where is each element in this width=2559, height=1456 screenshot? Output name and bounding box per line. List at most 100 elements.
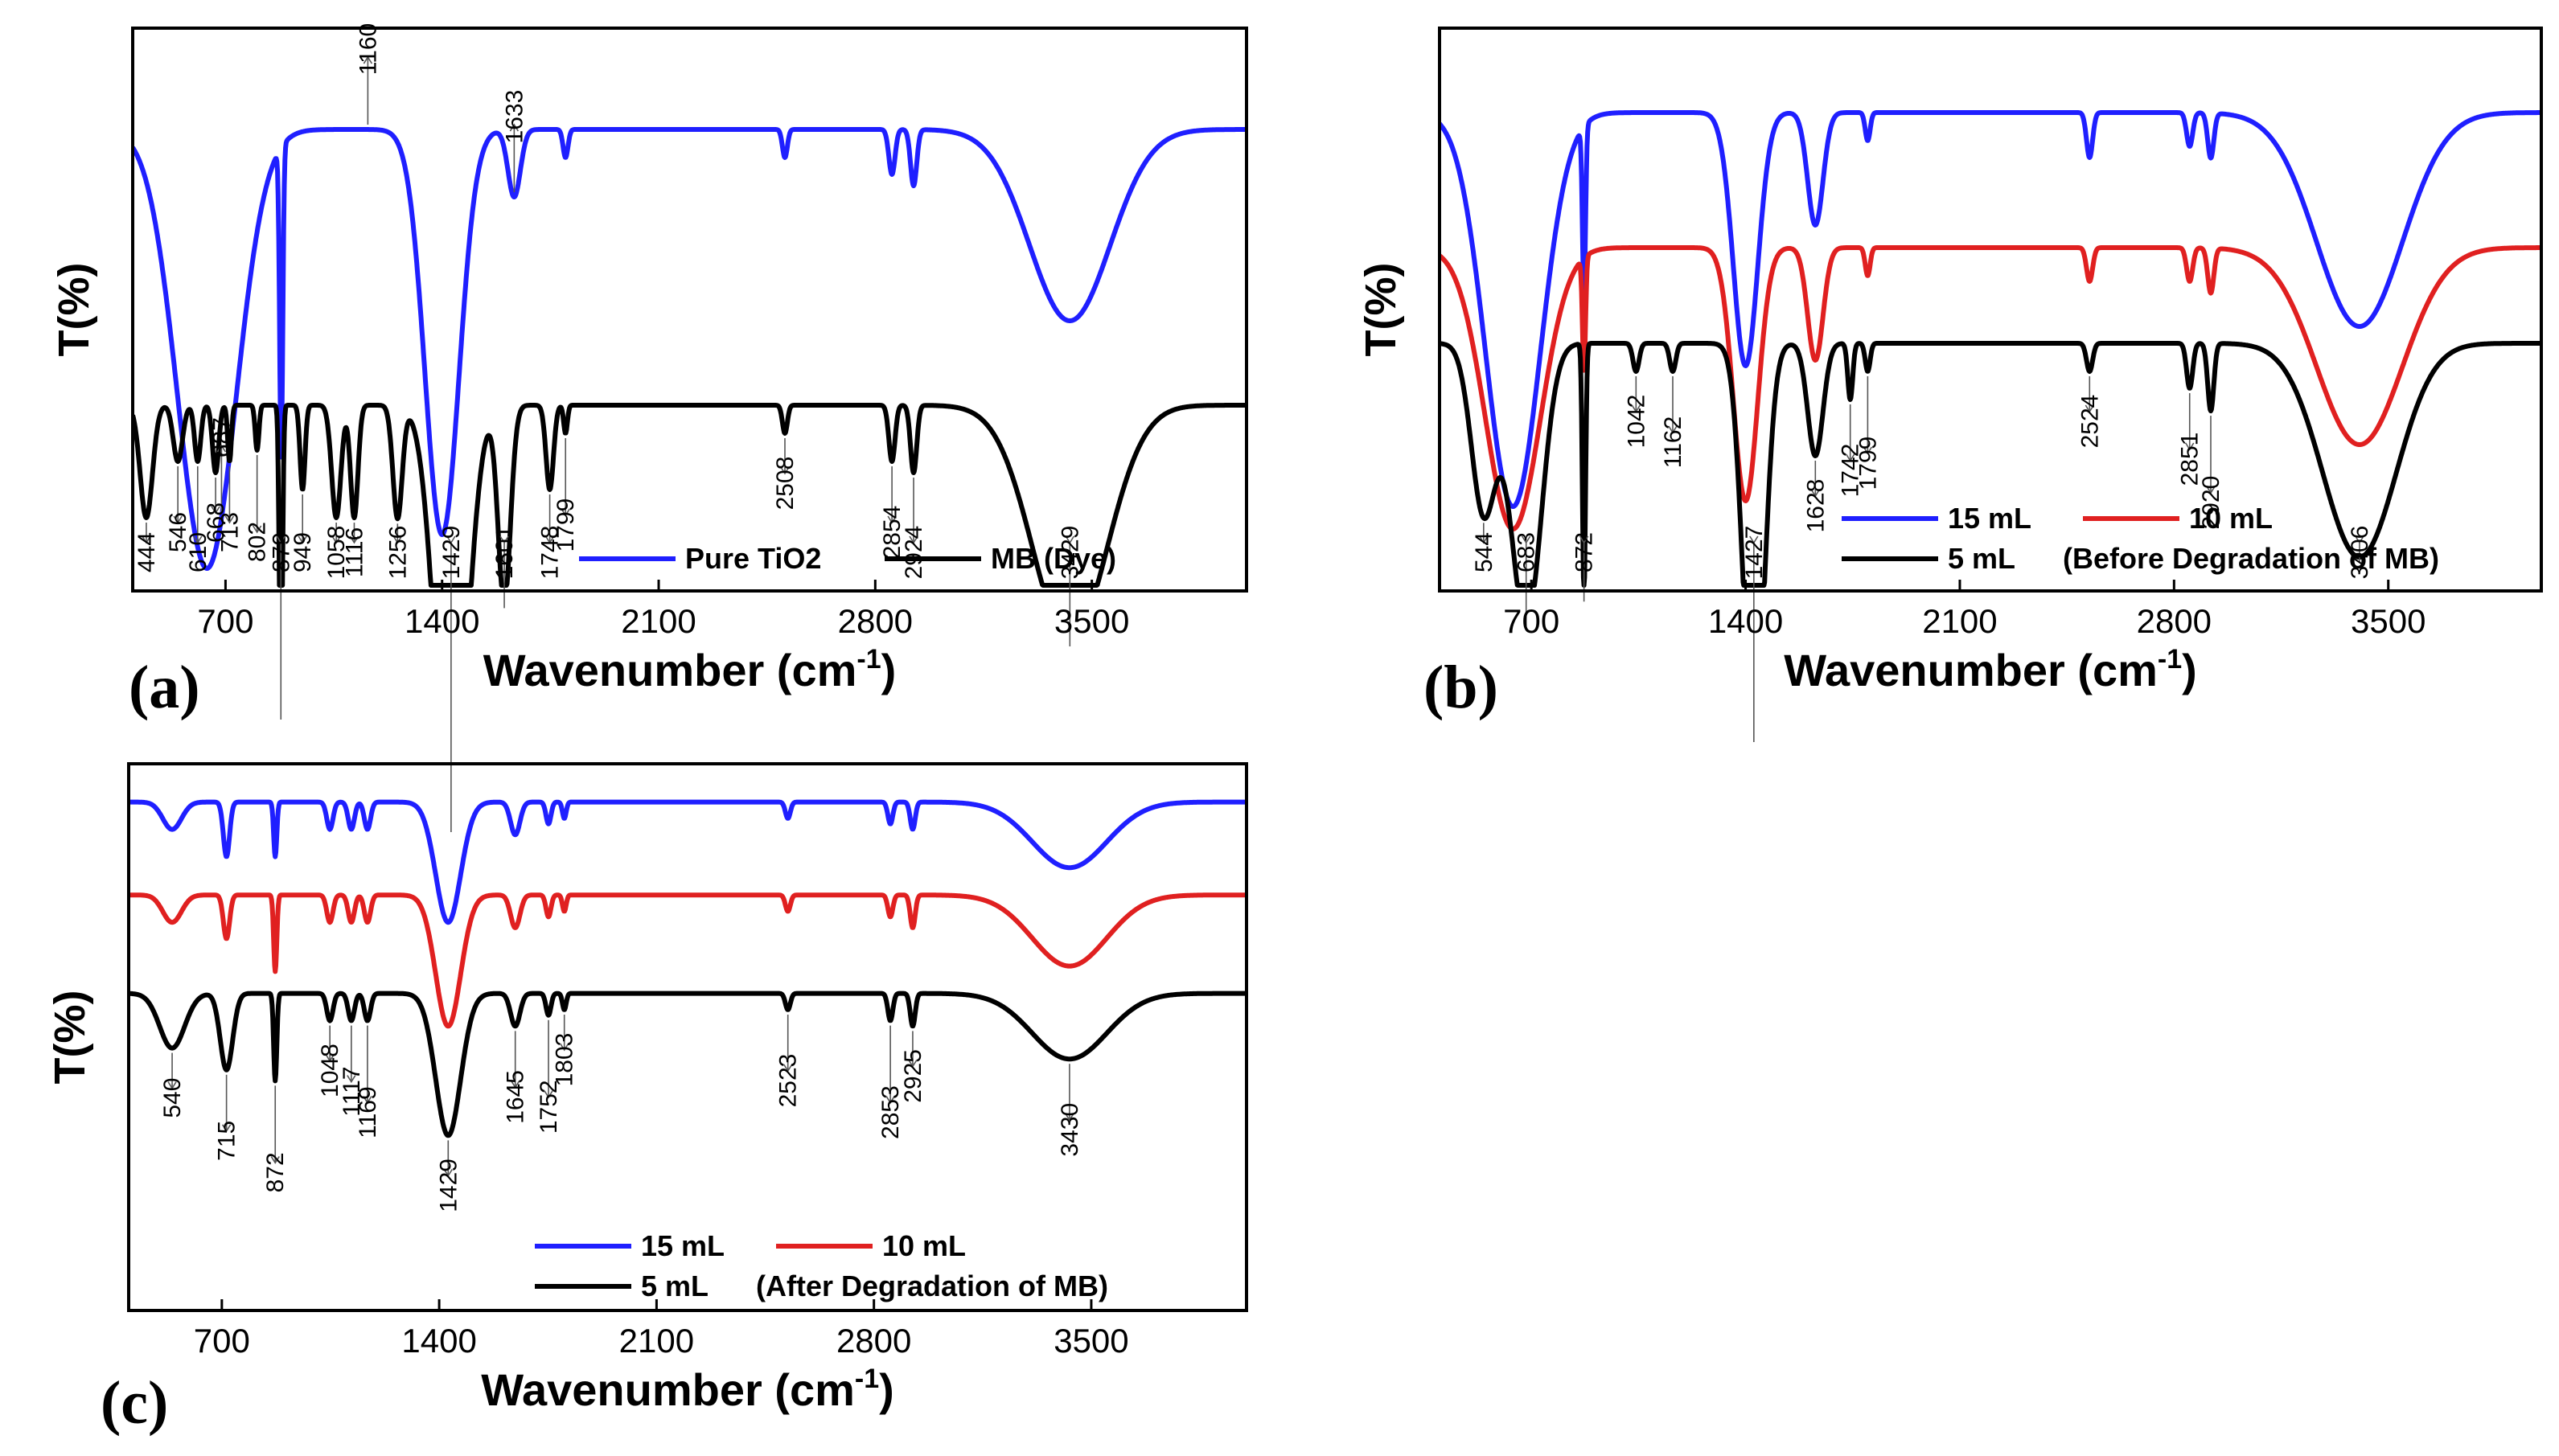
peak-label: 1169 xyxy=(355,1086,381,1138)
x-tick-label: 2100 xyxy=(619,1322,694,1360)
peak-label: 1601 xyxy=(491,526,518,580)
panel-tag: (c) xyxy=(101,1369,168,1437)
legend-note: (Before Degradation of MB) xyxy=(2063,542,2439,575)
peak-label: 1742 xyxy=(1838,444,1864,498)
peak-arrow xyxy=(347,1075,356,1084)
plot-frame xyxy=(1438,27,2543,593)
peak-label: 1628 xyxy=(1802,479,1829,533)
y-axis-label: T(%) xyxy=(1357,263,1405,357)
peak-arrow xyxy=(2085,404,2094,413)
series-line-10-ml xyxy=(1440,245,2541,531)
peak-label: 687 xyxy=(208,417,235,457)
x-tick-label: 3500 xyxy=(1054,602,1129,640)
peak-arrow xyxy=(1846,453,1855,462)
peak-arrow xyxy=(1579,535,1589,544)
peak-label: 610 xyxy=(185,532,212,572)
x-tick-label: 2800 xyxy=(2137,602,2212,640)
peak-label: 1116 xyxy=(341,527,368,577)
peak-arrow xyxy=(142,535,151,544)
x-tick-label: 700 xyxy=(197,602,253,640)
peak-label: 1748 xyxy=(537,526,564,580)
x-tick-label: 2100 xyxy=(621,602,696,640)
legend-entry: 10 mL xyxy=(2189,502,2273,535)
peak-arrow xyxy=(561,508,570,517)
plot-frame xyxy=(127,762,1248,1312)
peak-arrow xyxy=(2185,442,2195,451)
peak-arrow xyxy=(167,1081,177,1090)
x-tick-label: 2100 xyxy=(1922,602,1997,640)
peak-label: 1058 xyxy=(323,526,350,580)
x-tick-label: 3500 xyxy=(1054,1322,1128,1360)
peak-label: 1645 xyxy=(503,1070,529,1124)
peak-arrow xyxy=(544,535,555,544)
peak-label: 879 xyxy=(268,532,294,572)
peak-label: 3429 xyxy=(1057,526,1083,580)
series-line-15-ml xyxy=(129,799,1247,925)
peak-arrow xyxy=(443,1168,453,1177)
legend-note: (After Degradation of MB) xyxy=(756,1269,1108,1302)
peak-label: 2508 xyxy=(772,457,799,511)
peak-arrow xyxy=(363,55,373,64)
peak-arrow xyxy=(446,535,456,544)
peak-label: 1117 xyxy=(339,1066,365,1116)
series-line-5-ml xyxy=(129,990,1247,1138)
peak-label: 540 xyxy=(159,1078,186,1118)
peak-arrow xyxy=(270,1155,280,1164)
peak-label: 2523 xyxy=(775,1054,802,1108)
peak-arrow xyxy=(173,515,183,524)
peak-arrow xyxy=(783,1064,793,1073)
peak-label: 1799 xyxy=(552,498,579,552)
series-line-pure-tio2 xyxy=(133,127,1247,571)
peak-arrow xyxy=(216,444,227,453)
peak-label: 3430 xyxy=(1057,1103,1083,1157)
legend-entry: 15 mL xyxy=(641,1229,725,1262)
peak-arrow xyxy=(224,515,235,524)
peak-label: 1048 xyxy=(317,1044,343,1097)
x-tick-label: 1400 xyxy=(401,1322,476,1360)
peak-arrow xyxy=(499,535,509,544)
legend-entry: Pure TiO2 xyxy=(685,542,821,575)
peak-arrow xyxy=(1668,425,1678,434)
legend-entry: 5 mL xyxy=(1948,542,2015,575)
x-axis-label: Wavenumber (cm-1) xyxy=(483,644,897,695)
peak-label: 2924 xyxy=(901,526,927,580)
series-line-10-ml xyxy=(129,892,1247,1029)
x-tick-label: 700 xyxy=(1503,602,1559,640)
peak-label: 1042 xyxy=(1623,395,1649,449)
peak-label: 949 xyxy=(290,532,316,572)
x-tick-label: 2800 xyxy=(838,602,913,640)
peak-label: 1427 xyxy=(1741,526,1768,580)
peak-label: 2854 xyxy=(879,506,906,560)
peak-arrow xyxy=(885,1096,895,1105)
y-axis-label: T(%) xyxy=(50,263,98,357)
peak-arrow xyxy=(363,1096,372,1105)
legend-entry: MB (Dye) xyxy=(991,542,1116,575)
peak-label: 802 xyxy=(244,522,271,562)
legend-entry: 15 mL xyxy=(1948,502,2031,535)
peak-label: 1160 xyxy=(355,23,381,76)
x-tick-label: 1400 xyxy=(405,602,479,640)
peak-arrow xyxy=(349,535,359,544)
peak-arrow xyxy=(252,525,262,534)
peak-label: 668 xyxy=(203,502,229,543)
peak-label: 2851 xyxy=(2177,433,2204,486)
peak-arrow xyxy=(1479,535,1489,544)
series-line-15-ml xyxy=(1440,110,2541,509)
x-tick-label: 1400 xyxy=(1708,602,1783,640)
panel-tag: (a) xyxy=(129,654,200,721)
peak-arrow xyxy=(509,123,520,132)
x-tick-label: 2800 xyxy=(836,1322,911,1360)
peak-arrow xyxy=(887,515,897,524)
peak-arrow xyxy=(221,1124,232,1133)
peak-label: 2920 xyxy=(2198,476,2224,530)
peak-label: 683 xyxy=(1514,532,1540,572)
peak-label: 872 xyxy=(1571,532,1598,572)
peak-label: 444 xyxy=(133,532,160,572)
x-axis-label: Wavenumber (cm-1) xyxy=(1784,644,2197,695)
peak-arrow xyxy=(276,535,285,544)
peak-arrow xyxy=(511,1080,520,1089)
panel-tag: (b) xyxy=(1423,654,1498,721)
